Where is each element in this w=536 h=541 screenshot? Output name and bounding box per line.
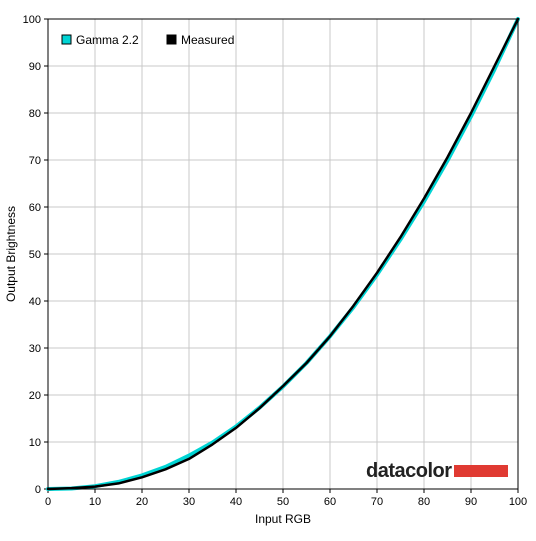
y-axis-label: Output Brightness [4, 206, 18, 302]
legend-item-gamma: Gamma 2.2 [61, 33, 139, 47]
x-tick-label: 30 [183, 496, 195, 508]
x-tick-label: 70 [371, 496, 383, 508]
x-tick-label: 0 [45, 496, 51, 508]
legend: Gamma 2.2 Measured [61, 33, 234, 47]
x-tick-label: 50 [277, 496, 289, 508]
x-axis-label: Input RGB [255, 512, 311, 526]
x-tick-label: 100 [509, 496, 527, 508]
datacolor-logo: datacolor [366, 460, 508, 482]
y-tick-label: 60 [29, 202, 41, 214]
x-tick-label: 40 [230, 496, 242, 508]
y-tick-label: 80 [29, 108, 41, 120]
legend-swatch-gamma [61, 34, 72, 45]
legend-item-measured: Measured [166, 33, 234, 47]
plot-frame [47, 18, 519, 490]
legend-label-measured: Measured [181, 33, 234, 47]
y-tick-label: 100 [23, 14, 41, 26]
series-line-measured [46, 17, 520, 491]
y-tick-label: 20 [29, 390, 41, 402]
y-tick-label: 10 [29, 437, 41, 449]
x-tick-label: 60 [324, 496, 336, 508]
y-tick-label: 0 [35, 484, 41, 496]
y-tick-label: 50 [29, 249, 41, 261]
datacolor-wordmark: datacolor [366, 460, 452, 482]
y-tick-label: 70 [29, 155, 41, 167]
y-tick-label: 40 [29, 296, 41, 308]
axis-ticks: 0 10 20 30 40 50 60 70 80 90 100 0 10 20 30 40 50 60 70 80 9… [23, 14, 528, 508]
series-group [46, 17, 520, 491]
x-tick-label: 10 [89, 496, 101, 508]
x-tick-label: 90 [465, 496, 477, 508]
legend-label-gamma: Gamma 2.2 [76, 33, 139, 47]
y-tick-label: 90 [29, 61, 41, 73]
x-tick-label: 80 [418, 496, 430, 508]
datacolor-bar [454, 465, 508, 477]
y-tick-label: 30 [29, 343, 41, 355]
legend-swatch-measured [166, 34, 177, 45]
x-tick-label: 20 [136, 496, 148, 508]
